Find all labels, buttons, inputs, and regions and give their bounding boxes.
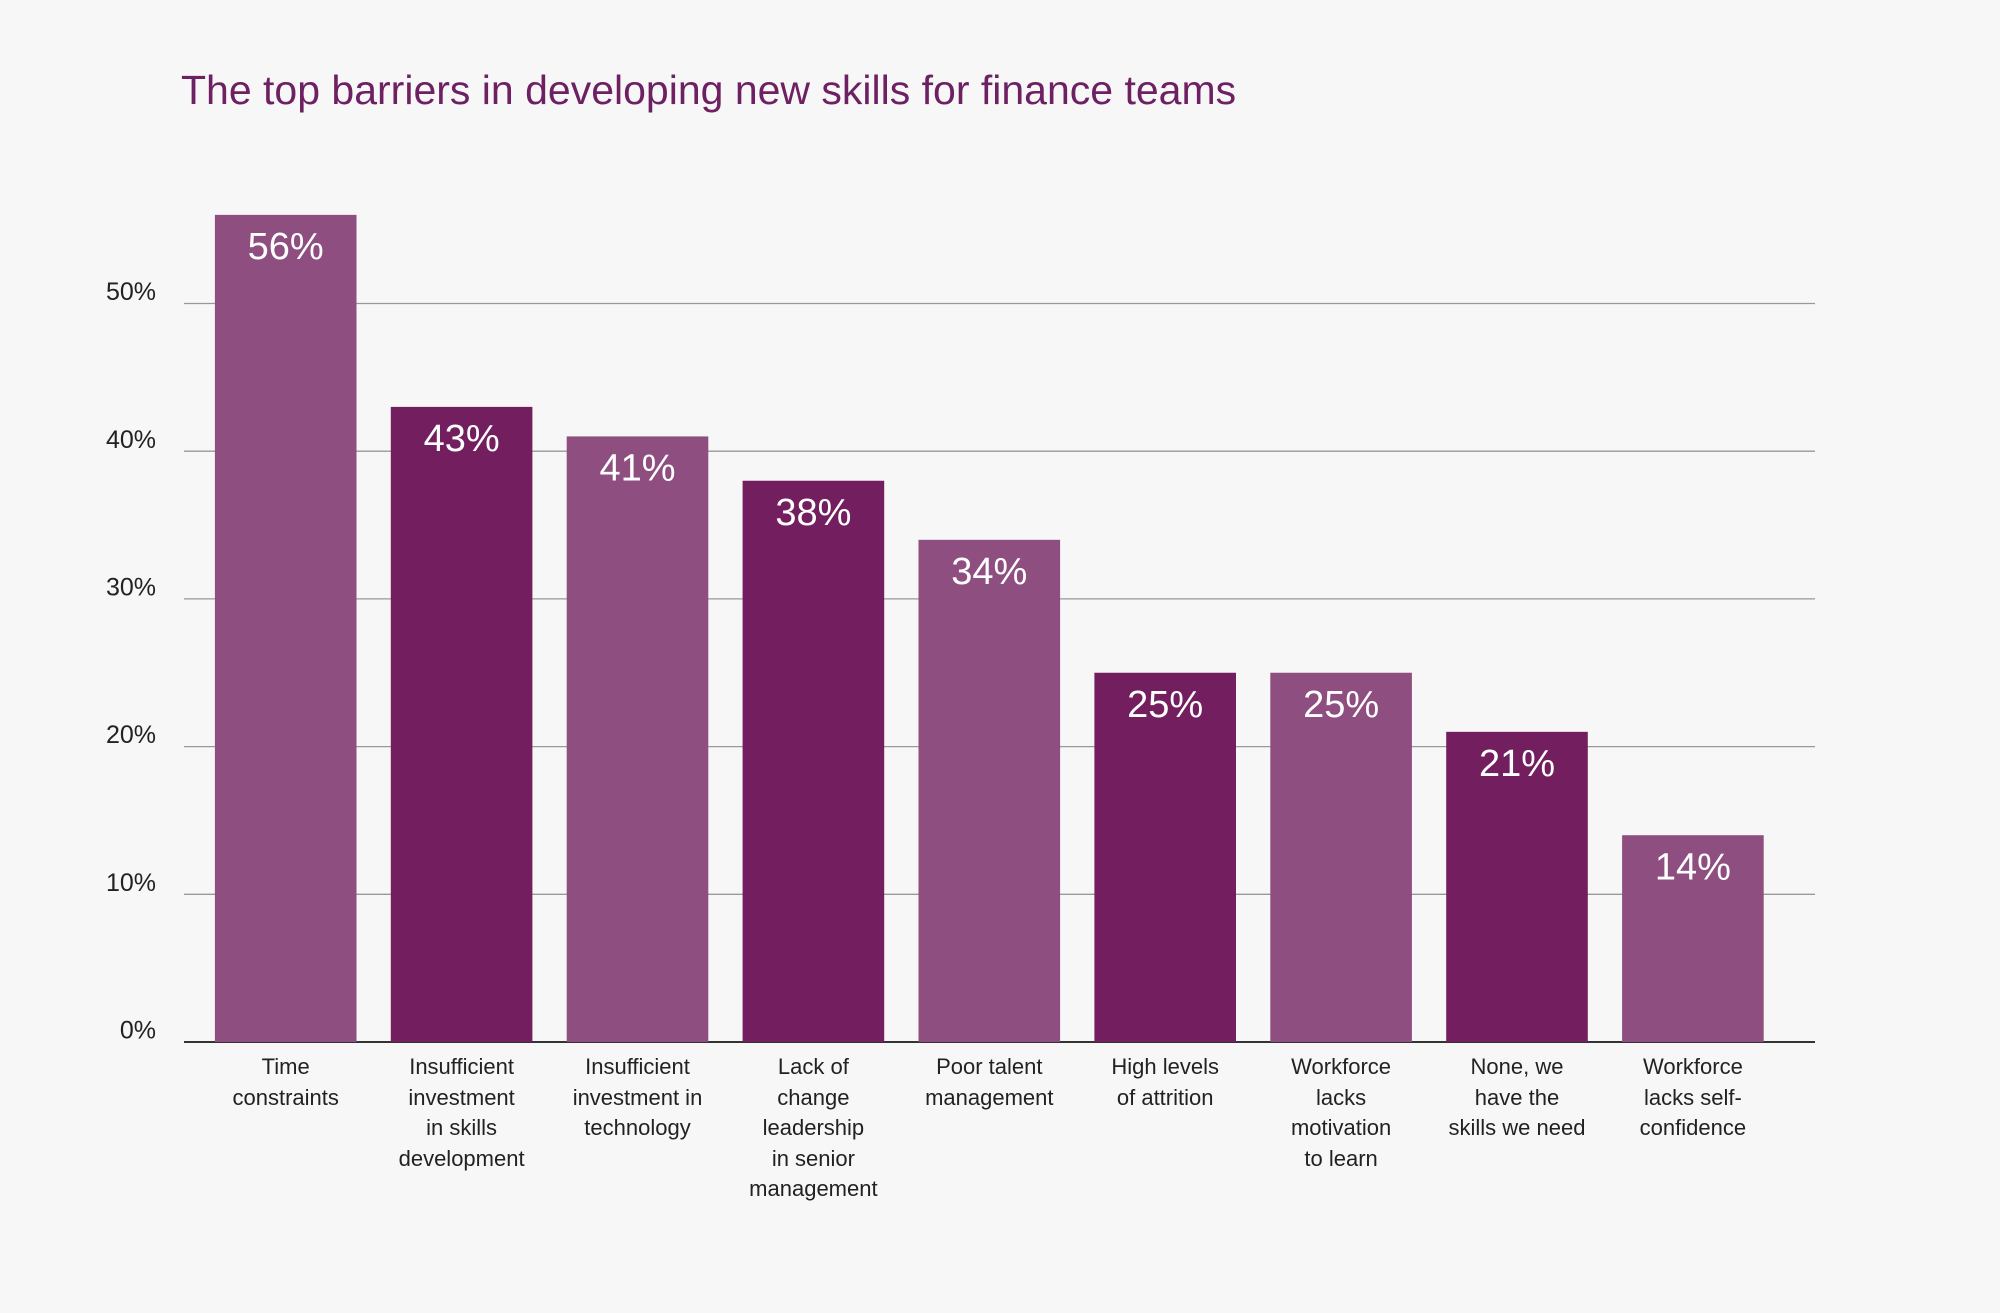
x-tick-label: High levels of attrition [1111,1054,1219,1110]
x-tick-label: Workforce lacks self- confidence [1639,1054,1747,1141]
value-label: 43% [424,418,500,460]
x-tick-label: Time constraints [232,1054,339,1110]
bar [918,539,1061,1042]
value-label: 56% [248,226,324,268]
bar [214,214,357,1042]
value-label: 21% [1479,743,1555,785]
x-tick-label: Workforce lacks motivation to learn [1290,1054,1392,1171]
y-tick-label: 50% [106,278,156,306]
y-tick-label: 40% [106,426,156,454]
value-label: 25% [1127,684,1203,726]
value-label: 34% [951,551,1027,593]
y-tick-label: 0% [120,1017,156,1045]
bar [390,406,533,1042]
y-tick-label: 20% [106,721,156,749]
value-label: 25% [1303,684,1379,726]
bar [742,480,885,1042]
bar [1622,835,1764,1042]
x-tick-label: Lack of change leadership in senior mana… [749,1054,878,1202]
bar [1270,672,1412,1042]
bar [1094,672,1236,1042]
value-label: 41% [599,447,675,489]
chart-title: The top barriers in developing new skill… [181,67,1236,113]
y-tick-label: 10% [106,869,156,897]
x-tick-label: None, we have the skills we need [1448,1054,1586,1141]
x-tick-label: Insufficient investment in skills develo… [398,1054,525,1171]
y-tick-label: 30% [106,574,156,602]
value-label: 14% [1655,846,1731,888]
x-tick-label: Insufficient investment in technology [572,1054,703,1141]
bar [1446,731,1588,1042]
value-label: 38% [775,492,851,534]
bar [566,436,709,1042]
x-tick-label: Poor talent management [925,1054,1054,1110]
